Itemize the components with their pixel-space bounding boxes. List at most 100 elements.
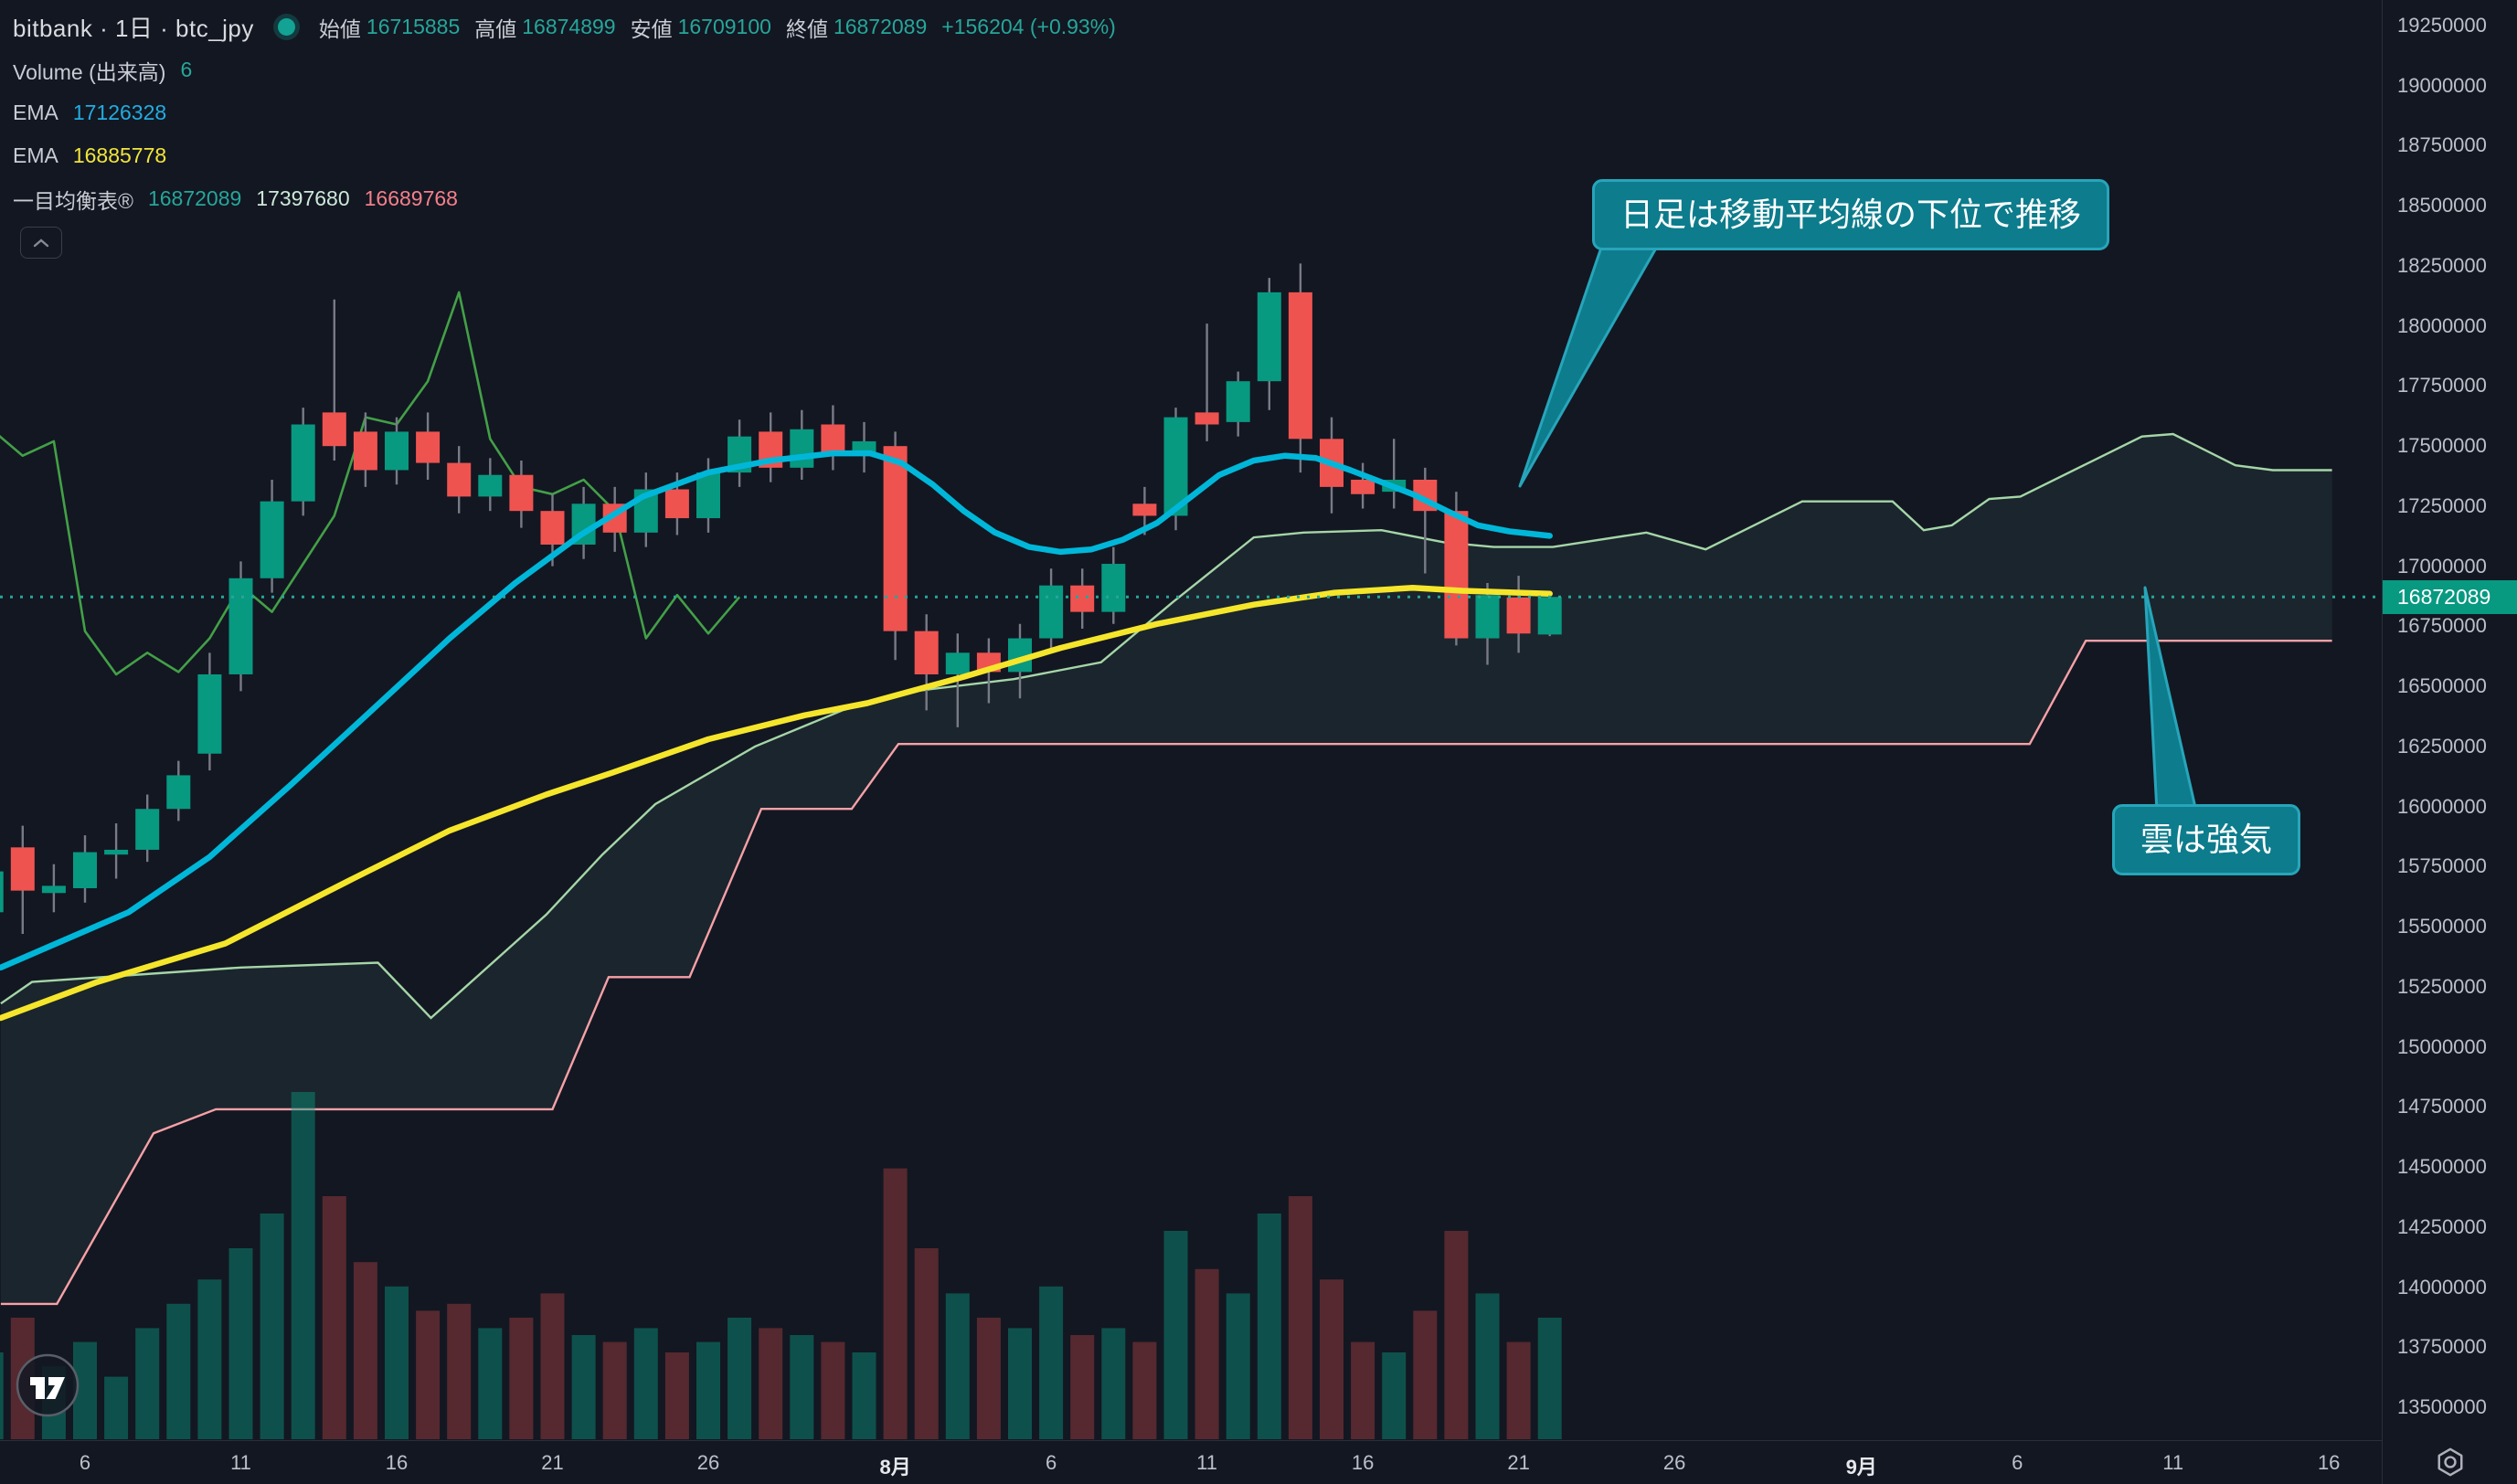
price-axis-label: 18250000 (2397, 253, 2487, 277)
price-axis-label: 18000000 (2397, 313, 2487, 337)
volume-bar (1039, 1286, 1064, 1439)
volume-indicator-row[interactable]: Volume (出来高) 6 (13, 48, 1125, 91)
candle-body (1070, 585, 1095, 612)
volume-bar (1382, 1352, 1407, 1439)
high-value: 16874899 (522, 15, 616, 38)
price-axis-label: 16000000 (2397, 794, 2487, 818)
price-axis[interactable]: 19250000 19000000 18750000 18500000 18250000… (2382, 0, 2517, 1440)
volume-bar (1444, 1231, 1469, 1439)
price-axis-label: 17250000 (2397, 493, 2487, 517)
callout-ma-note-text: 日足は移動平均線の下位で推移 (1620, 196, 2082, 233)
candle-body (790, 429, 814, 468)
time-axis-month-label: 8月 (879, 1456, 911, 1479)
price-axis-label: 15750000 (2397, 854, 2487, 878)
ichimoku-indicator-row[interactable]: 一目均衡表® 16872089 17397680 16689768 (13, 177, 1125, 220)
callout-cloud-note-text: 雲は強気 (2140, 821, 2273, 858)
candle-body (945, 652, 970, 674)
candle-body (1351, 479, 1375, 494)
volume-bar (727, 1318, 752, 1439)
volume-bar (166, 1303, 191, 1439)
candle-body (1195, 412, 1219, 425)
volume-bar (1257, 1214, 1281, 1439)
volume-bar (104, 1376, 129, 1439)
candle-body (166, 775, 191, 810)
candle-body (1288, 292, 1312, 440)
ema-slow-indicator-row[interactable]: EMA 16885778 (13, 134, 1125, 177)
ichimoku-value-2: 17397680 (256, 186, 350, 210)
volume-bar (416, 1310, 441, 1439)
volume-bar (664, 1352, 689, 1439)
candle-body (509, 474, 534, 512)
candle-body (260, 501, 284, 578)
volume-bar (1537, 1318, 1562, 1439)
candle-body (1132, 504, 1157, 516)
candle-body (385, 431, 409, 471)
candle-body (1039, 585, 1064, 639)
ema-fast-label: EMA (13, 101, 58, 124)
price-axis-label: 17750000 (2397, 374, 2487, 398)
callout-ma-note[interactable]: 日足は移動平均線の下位で推移 (1592, 179, 2110, 251)
close-value: 16872089 (833, 15, 928, 38)
price-axis-label: 19250000 (2397, 14, 2487, 37)
tradingview-logo[interactable] (15, 1352, 80, 1423)
market-status-icon[interactable] (277, 18, 295, 36)
candle-body (696, 472, 720, 519)
callout-cloud-note[interactable]: 雲は強気 (2112, 804, 2301, 876)
candle-body (197, 673, 222, 754)
price-axis-label: 16500000 (2397, 674, 2487, 698)
volume-bar (197, 1279, 222, 1439)
ema-fast-line (0, 450, 1553, 971)
callout-ma-note-tail (1518, 243, 1660, 488)
volume-bar (1008, 1328, 1032, 1439)
volume-bar (1132, 1341, 1157, 1439)
volume-bar (260, 1214, 284, 1439)
close-label: 終値 (785, 16, 828, 41)
candle-body (41, 885, 66, 894)
ema-slow-line (0, 585, 1553, 1022)
volume-bar (135, 1328, 160, 1439)
time-axis[interactable]: 6 11 16 21 26 8月 6 11 16 21 26 9月 6 11 16 (0, 1440, 2517, 1484)
ema-slow-label: EMA (13, 143, 58, 167)
ichimoku-cloud-fill (0, 434, 2332, 1304)
volume-bar (447, 1303, 472, 1439)
volume-bar (353, 1262, 377, 1439)
candle-body (416, 431, 441, 463)
volume-bar (1320, 1279, 1343, 1439)
time-axis-label: 11 (1196, 1451, 1218, 1474)
time-axis-month-label: 9月 (1845, 1456, 1877, 1479)
price-axis-label: 19000000 (2397, 73, 2487, 97)
candle-body (664, 489, 689, 519)
low-value: 16709100 (677, 15, 771, 38)
senkou-b-line (0, 640, 2332, 1306)
time-axis-label: 26 (1662, 1451, 1686, 1474)
price-axis-label: 15250000 (2397, 974, 2487, 998)
candle-body (0, 871, 4, 913)
volume-label: Volume (出来高) (13, 59, 166, 84)
price-axis-label: 16750000 (2397, 614, 2487, 638)
volume-bar (1475, 1293, 1500, 1439)
legend-panel: bitbank · 1日 · btc_jpy 始値 16715885 高値 16… (13, 5, 1125, 220)
price-axis-label: 13500000 (2397, 1395, 2487, 1418)
price-axis-label: 14750000 (2397, 1095, 2487, 1118)
time-axis-label: 11 (2162, 1451, 2184, 1474)
volume-bar (976, 1318, 1001, 1439)
current-price-tag: 16872089 (2383, 579, 2517, 614)
candle-body (1537, 597, 1562, 635)
volume-bar (509, 1318, 534, 1439)
current-price-value: 16872089 (2397, 584, 2491, 609)
volume-bar (1506, 1341, 1531, 1439)
volume-bar (759, 1328, 783, 1439)
volume-bar (883, 1168, 908, 1439)
symbol-row[interactable]: bitbank · 1日 · btc_jpy 始値 16715885 高値 16… (13, 5, 1125, 48)
volume-bar (291, 1092, 315, 1439)
time-axis-label: 6 (2012, 1451, 2023, 1474)
volume-value: 6 (180, 58, 193, 81)
volume-bar (1413, 1310, 1438, 1439)
ohlc-readout: 始値 16715885 高値 16874899 安値 16709100 終値 1… (319, 12, 1125, 43)
symbol-title[interactable]: bitbank · 1日 · btc_jpy (13, 15, 254, 42)
axis-settings-corner[interactable] (2382, 1440, 2517, 1484)
volume-bar (1288, 1196, 1312, 1439)
ema-fast-indicator-row[interactable]: EMA 17126328 (13, 91, 1125, 134)
legend-collapse-button[interactable] (20, 227, 62, 259)
